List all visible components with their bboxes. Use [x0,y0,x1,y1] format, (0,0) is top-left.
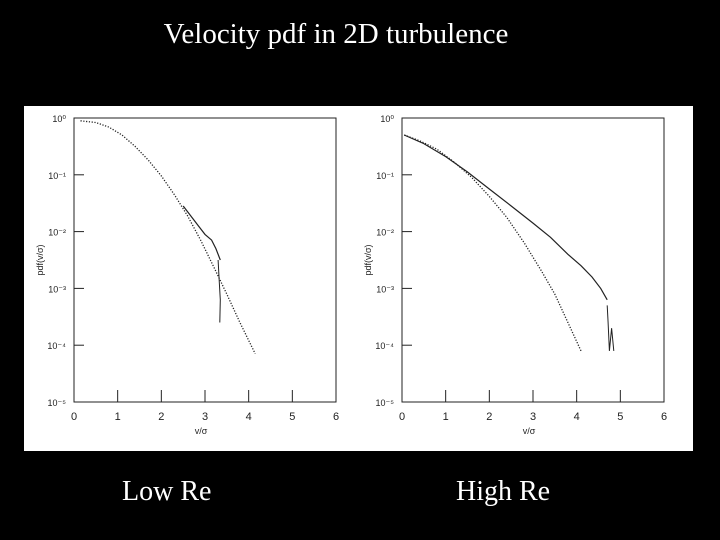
x-tick-label: 0 [399,411,405,423]
y-tick-label: 10⁻³ [48,284,66,294]
caption-low-re: Low Re [122,476,212,507]
series-line-1-2 [182,205,221,261]
x-axis-label: v/σ [523,426,536,436]
y-tick-label: 10⁰ [52,114,66,124]
x-tick-label: 2 [158,411,164,423]
plot-frame-1 [73,117,337,403]
y-tick-label: 10⁻¹ [376,171,394,181]
y-tick-label: 10⁻⁵ [376,398,395,408]
series-line-1-3 [217,259,221,323]
x-axis-label: v/σ [195,426,208,436]
series-line-2-1 [403,134,582,352]
series-line-1-1 [80,120,256,354]
y-tick-label: 10⁻² [376,228,394,238]
x-tick-label: 3 [530,411,536,423]
x-tick-label: 1 [115,411,121,423]
y-tick-label: 10⁻² [48,228,66,238]
y-tick-label: 10⁰ [380,114,394,124]
caption-high-re: High Re [456,476,551,507]
y-tick-label: 10⁻⁴ [47,341,66,351]
x-tick-label: 0 [71,411,77,423]
x-tick-label: 6 [333,411,339,423]
x-tick-label: 5 [617,411,623,423]
x-tick-label: 3 [202,411,208,423]
x-tick-label: 5 [289,411,295,423]
x-tick-label: 1 [443,411,449,423]
series-line-2-3 [606,305,615,351]
y-tick-label: 10⁻⁴ [375,341,394,351]
plot-frame-2 [401,117,665,403]
y-axis-label: pdf(v/σ) [363,244,373,275]
y-tick-label: 10⁻¹ [48,171,66,181]
x-tick-label: 2 [486,411,492,423]
series-line-2-2 [403,134,608,301]
y-tick-label: 10⁻³ [376,284,394,294]
figure-panel [24,106,693,451]
x-tick-label: 4 [574,411,580,423]
y-axis-label: pdf(v/σ) [35,244,45,275]
slide-title: Velocity pdf in 2D turbulence [163,18,509,50]
x-tick-label: 6 [661,411,667,423]
x-tick-label: 4 [246,411,252,423]
y-tick-label: 10⁻⁵ [48,398,67,408]
